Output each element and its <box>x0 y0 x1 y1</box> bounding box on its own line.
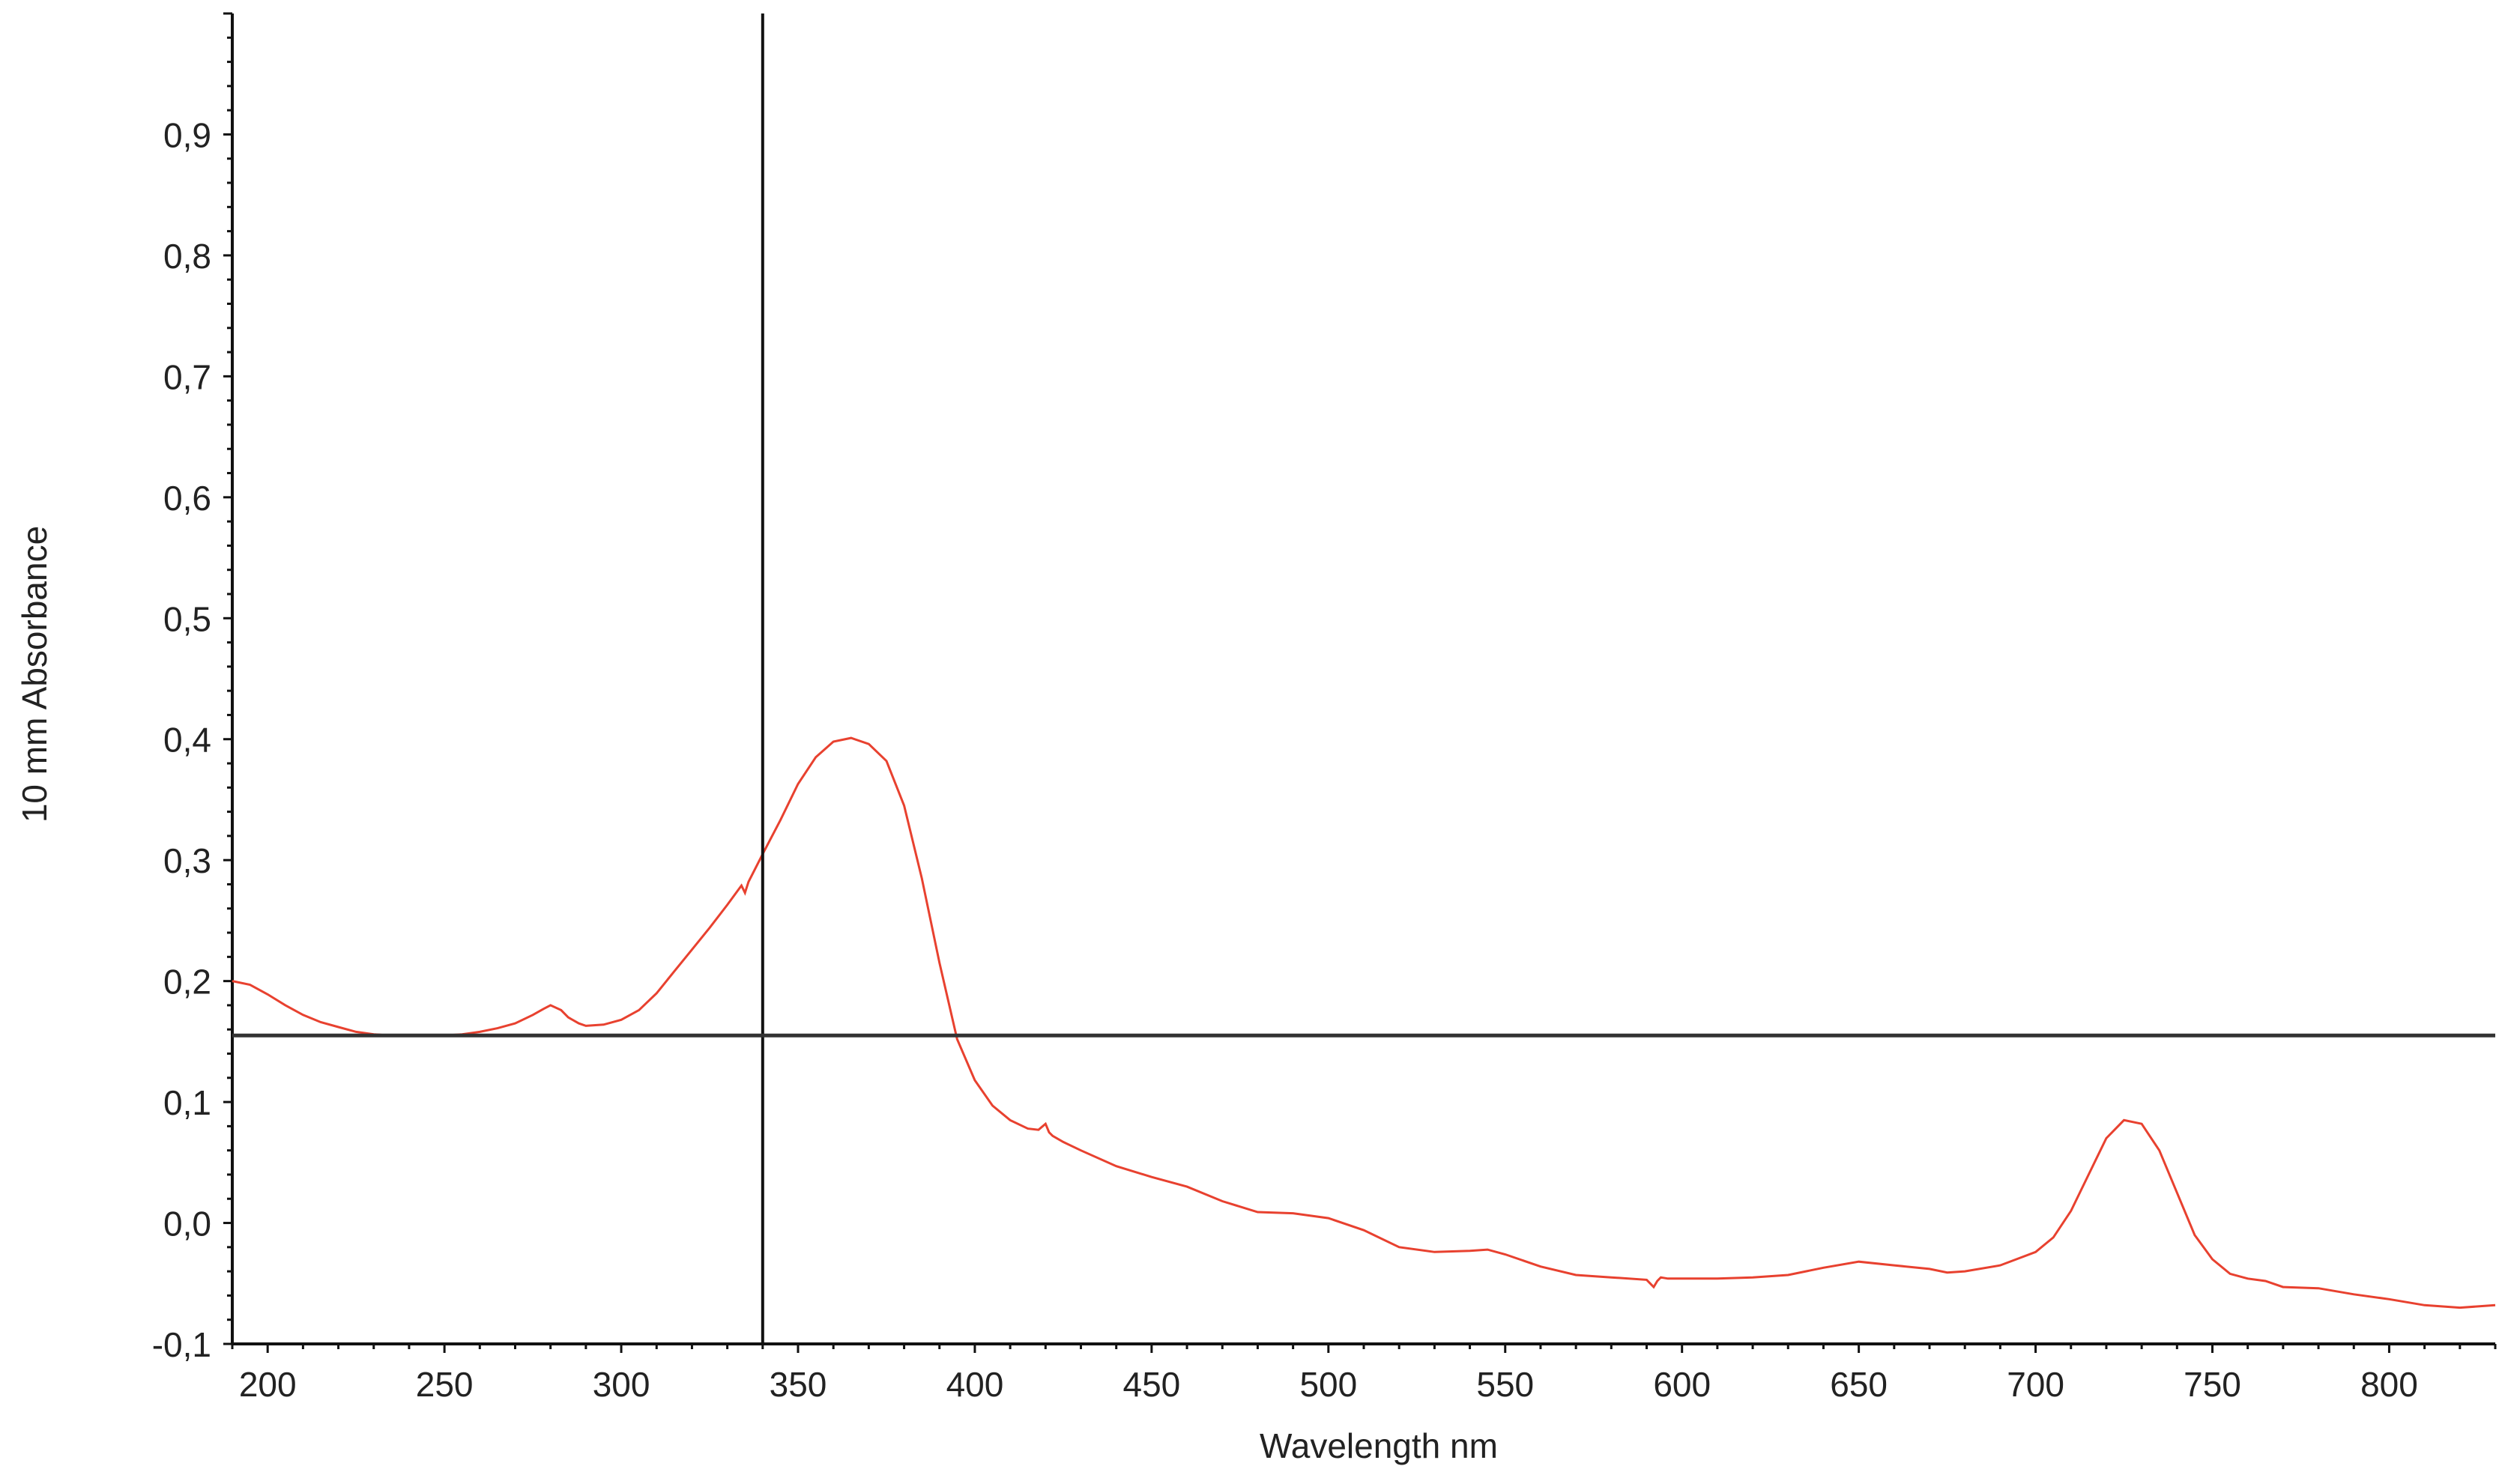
x-axis-ticks: 200 250 300 350 400 450 500 550 600 650 700 750 800 <box>231 1344 2497 1404</box>
x-tick-label: 550 <box>1476 1365 1534 1404</box>
series-line-absorbance <box>232 736 2496 1309</box>
x-tick-label: 450 <box>1123 1365 1181 1404</box>
y-tick-label: 0,6 <box>163 479 211 518</box>
x-tick-label: 500 <box>1299 1365 1357 1404</box>
x-tick-label: 300 <box>593 1365 650 1404</box>
x-tick-label: 750 <box>2184 1365 2241 1404</box>
x-tick-label: 250 <box>416 1365 474 1404</box>
x-tick-label: 650 <box>1830 1365 1888 1404</box>
y-tick-label: 0,3 <box>163 841 211 880</box>
y-tick-label: 0,1 <box>163 1083 211 1122</box>
x-axis-label: Wavelength nm <box>1260 1426 1498 1465</box>
y-tick-label: 0,5 <box>163 599 211 638</box>
x-tick-label: 400 <box>946 1365 1004 1404</box>
y-tick-label: 0,0 <box>163 1205 211 1244</box>
x-tick-label: 200 <box>239 1365 297 1404</box>
y-tick-label: -0,1 <box>152 1325 211 1364</box>
y-tick-label: 0,7 <box>163 357 211 396</box>
x-tick-label: 700 <box>2007 1365 2064 1404</box>
y-tick-label: 0,8 <box>163 237 211 276</box>
x-tick-label: 800 <box>2360 1365 2418 1404</box>
y-tick-label: 0,9 <box>163 115 211 154</box>
y-axis-ticks: -0,1 0,0 0,1 0,2 0,3 0,4 0,5 0,6 0,7 0,8 0,9 <box>152 12 232 1364</box>
y-tick-label: 0,4 <box>163 721 211 760</box>
y-tick-label: 0,2 <box>163 963 211 1002</box>
x-tick-label: 350 <box>770 1365 827 1404</box>
x-tick-label: 600 <box>1653 1365 1711 1404</box>
y-axis-label: 10 mm Absorbance <box>15 526 54 823</box>
